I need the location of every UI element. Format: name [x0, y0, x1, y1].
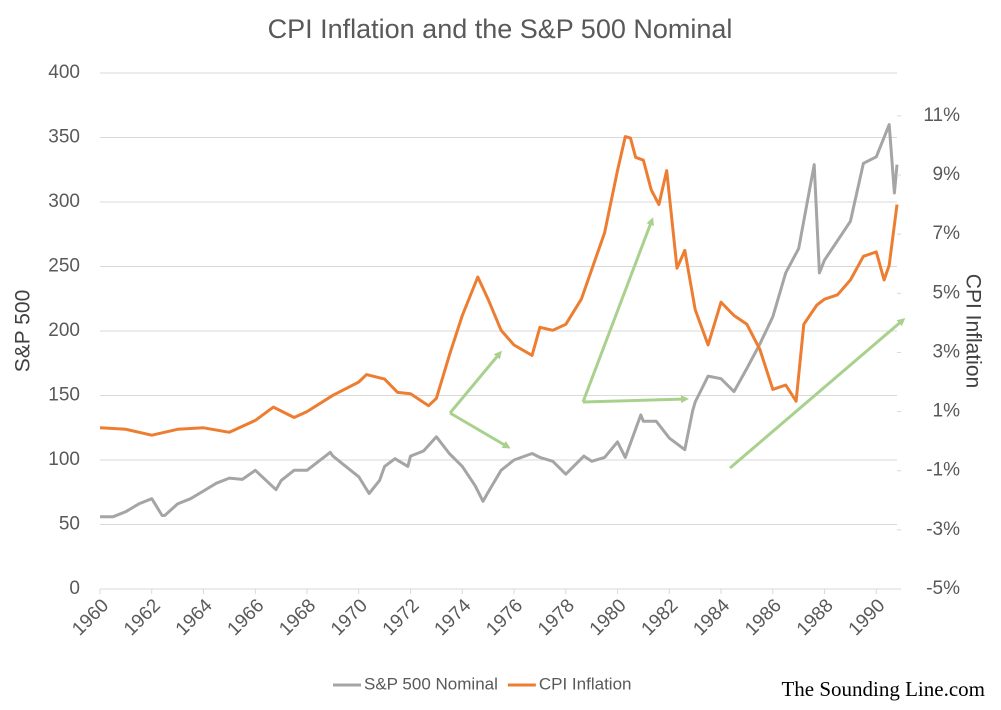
x-tick-label: 1990 — [845, 595, 890, 640]
y2-tick-label: 5% — [933, 282, 961, 303]
x-tick-label: 1980 — [586, 595, 631, 640]
x-tick-label: 1982 — [638, 595, 683, 640]
y2-tick-label: -3% — [926, 519, 960, 540]
y-tick-label: 200 — [48, 320, 80, 341]
y2-tick-label: -1% — [926, 460, 960, 481]
x-tick-label: 1970 — [327, 595, 372, 640]
chart-title: CPI Inflation and the S&P 500 Nominal — [268, 14, 733, 44]
x-tick-label: 1984 — [689, 595, 734, 640]
arrow — [581, 217, 654, 403]
y-tick-label: 250 — [48, 256, 80, 277]
arrow — [582, 395, 689, 404]
arrow — [449, 411, 511, 449]
x-tick-label: 1978 — [534, 595, 579, 640]
y2-tick-label: 7% — [933, 223, 961, 244]
y-tick-label: 50 — [59, 514, 80, 535]
arrow — [448, 350, 502, 414]
arrow — [729, 318, 906, 470]
x-tick-label: 1986 — [741, 595, 786, 640]
series-line — [99, 135, 899, 437]
y-tick-label: 0 — [69, 578, 80, 599]
x-tick-label: 1972 — [379, 595, 424, 640]
x-tick-label: 1968 — [275, 595, 320, 640]
y-axis-title: S&P 500 — [12, 290, 35, 373]
x-tick-label: 1964 — [172, 595, 217, 640]
y-tick-label: 150 — [48, 385, 80, 406]
annotations — [448, 217, 906, 470]
y-tick-label: 350 — [48, 127, 80, 148]
x-tick-label: 1974 — [431, 595, 476, 640]
y2-tick-label: 9% — [933, 164, 961, 185]
x-tick-label: 1962 — [120, 595, 165, 640]
legend-label: CPI Inflation — [539, 674, 632, 693]
x-tick-label: 1960 — [68, 595, 113, 640]
series-line — [100, 123, 899, 519]
y-tick-label: 300 — [48, 191, 80, 212]
legend-label: S&P 500 Nominal — [364, 674, 498, 693]
y-tick-label: 400 — [48, 62, 80, 83]
x-tick-label: 1966 — [224, 595, 269, 640]
y2-tick-label: -5% — [926, 578, 960, 599]
source: The Sounding Line.com — [781, 677, 985, 701]
x-tick-label: 1976 — [482, 595, 527, 640]
y2-tick-label: 3% — [933, 341, 961, 362]
x-tick-label: 1988 — [793, 595, 838, 640]
y2-tick-label: 11% — [923, 105, 960, 126]
y-tick-label: 100 — [48, 449, 80, 470]
y2-axis-title: CPI Inflation — [961, 274, 984, 388]
y2-tick-label: 1% — [933, 401, 961, 422]
